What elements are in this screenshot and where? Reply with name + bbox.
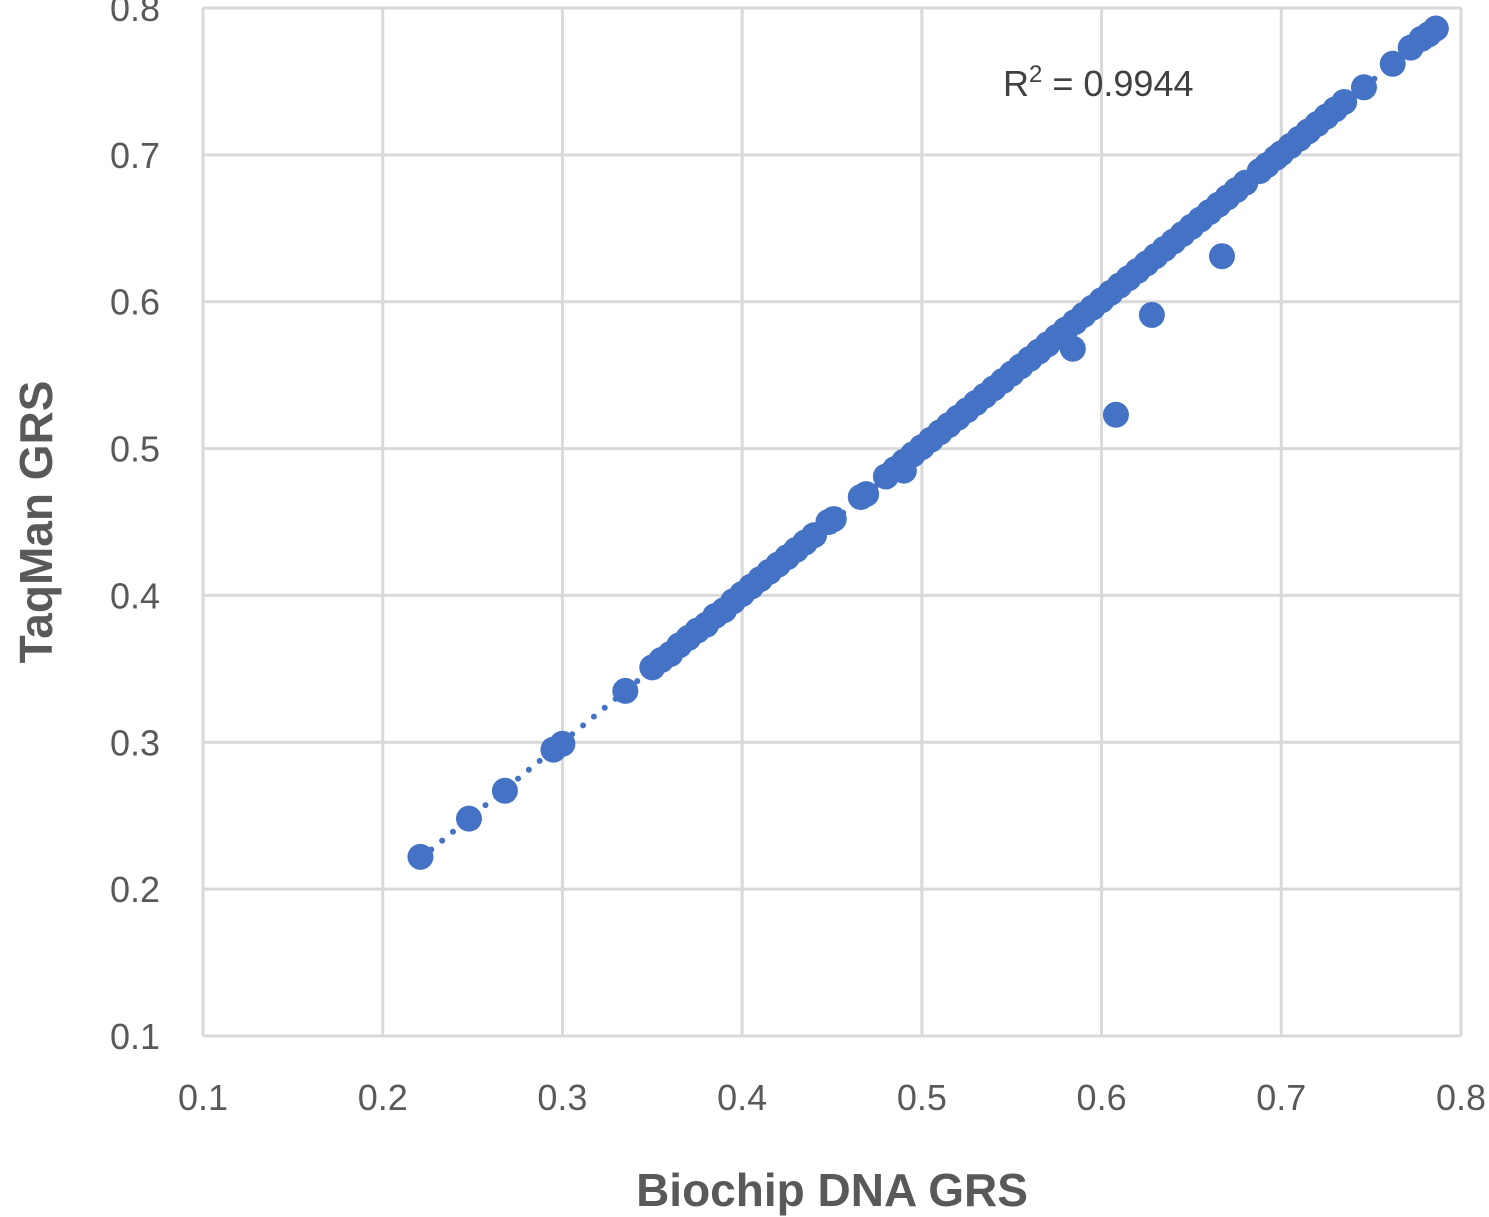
x-axis-label: Biochip DNA GRS (636, 1164, 1028, 1216)
x-tick-labels: 0.1 0.2 0.3 0.4 0.5 0.6 0.7 0.8 (178, 1077, 1486, 1118)
data-point (820, 506, 847, 533)
y-tick-label: 0.1 (110, 1016, 160, 1057)
x-tick-label: 0.2 (358, 1077, 408, 1118)
data-point (1138, 301, 1165, 328)
data-point (1331, 88, 1358, 115)
y-tick-label: 0.2 (110, 869, 160, 910)
x-tick-label: 0.8 (1436, 1077, 1486, 1118)
y-tick-label: 0.5 (110, 429, 160, 470)
x-tick-label: 0.1 (178, 1077, 228, 1118)
y-tick-label: 0.4 (110, 575, 160, 616)
y-tick-label: 0.3 (110, 722, 160, 763)
data-point (491, 777, 518, 804)
x-tick-label: 0.4 (717, 1077, 767, 1118)
y-axis-label: TaqMan GRS (10, 381, 62, 664)
y-tick-label: 0.6 (110, 282, 160, 323)
data-point (1059, 335, 1086, 362)
data-point (853, 481, 880, 508)
y-tick-label: 0.7 (110, 135, 160, 176)
r-squared-annotation: R2 = 0.9944 (1003, 61, 1194, 104)
x-tick-label: 0.6 (1077, 1077, 1127, 1118)
data-point (612, 677, 639, 704)
data-point (407, 843, 434, 870)
x-tick-label: 0.3 (537, 1077, 587, 1118)
y-tick-labels: 0.1 0.2 0.3 0.4 0.5 0.6 0.7 0.8 (110, 0, 160, 1057)
data-point (1208, 243, 1235, 270)
data-point (1102, 401, 1129, 428)
data-point (549, 730, 576, 757)
gridlines (201, 6, 1463, 1038)
x-tick-label: 0.5 (897, 1077, 947, 1118)
data-point (1422, 15, 1449, 42)
data-point (1379, 50, 1406, 77)
data-point (455, 805, 482, 832)
data-points (407, 15, 1449, 870)
data-point (1350, 74, 1377, 101)
x-tick-label: 0.7 (1256, 1077, 1306, 1118)
y-tick-label: 0.8 (110, 0, 160, 29)
